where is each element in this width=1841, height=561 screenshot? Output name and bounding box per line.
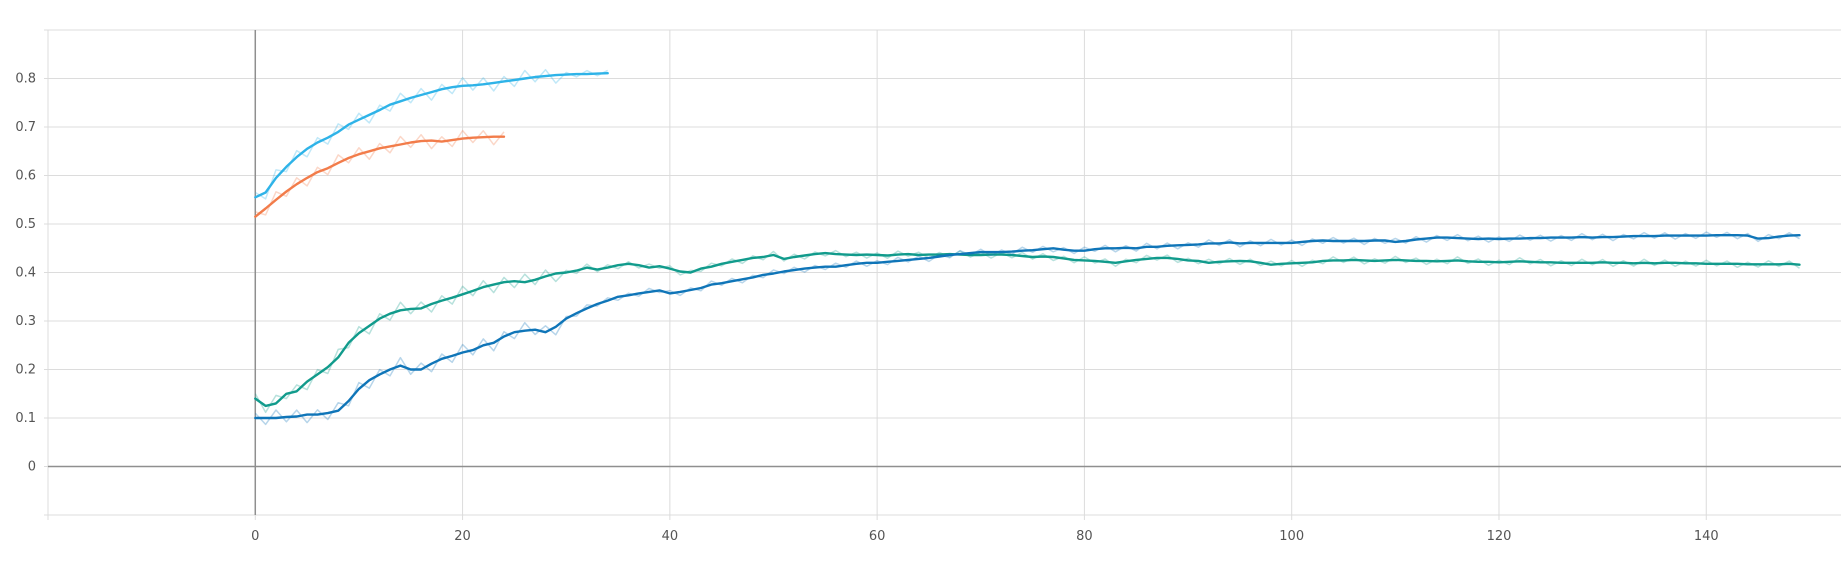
- axes: [44, 29, 1841, 520]
- y-tick-label: 0.4: [15, 266, 36, 281]
- series-3-raw-line: [254, 249, 1800, 414]
- y-tick-label: 0.8: [15, 72, 36, 87]
- series-2-line: [254, 135, 506, 218]
- x-tick-label: 80: [1076, 529, 1093, 544]
- x-tick-label: 100: [1279, 529, 1304, 544]
- y-tick-label: 0.1: [15, 411, 36, 426]
- series-1-line: [254, 72, 609, 199]
- x-tick-label: 0: [251, 529, 259, 544]
- grid: [48, 29, 1841, 516]
- y-tick-label: 0.2: [15, 363, 36, 378]
- x-tick-label: 20: [454, 529, 471, 544]
- y-tick-label: 0.5: [15, 217, 36, 232]
- x-tick-label: 40: [662, 529, 679, 544]
- y-tick-label: 0: [28, 460, 36, 475]
- x-tick-label: 140: [1694, 529, 1719, 544]
- series-3-line: [254, 251, 1801, 408]
- tick-labels: 0 0.1 0.2 0.3 0.4 0.5 0.6 0.7 0.8 0 20 40 60 80 100 120…: [15, 72, 1718, 545]
- y-tick-label: 0.6: [15, 169, 36, 184]
- series-4-raw-line: [254, 231, 1800, 426]
- series-2-raw-line: [255, 129, 505, 216]
- series-4-line: [254, 234, 1801, 420]
- series-1-raw-line: [254, 68, 609, 200]
- y-tick-label: 0.3: [15, 314, 36, 329]
- y-tick-label: 0.7: [15, 120, 36, 135]
- x-tick-label: 60: [869, 529, 886, 544]
- series-lines: [254, 68, 1801, 426]
- x-tick-label: 120: [1487, 529, 1512, 544]
